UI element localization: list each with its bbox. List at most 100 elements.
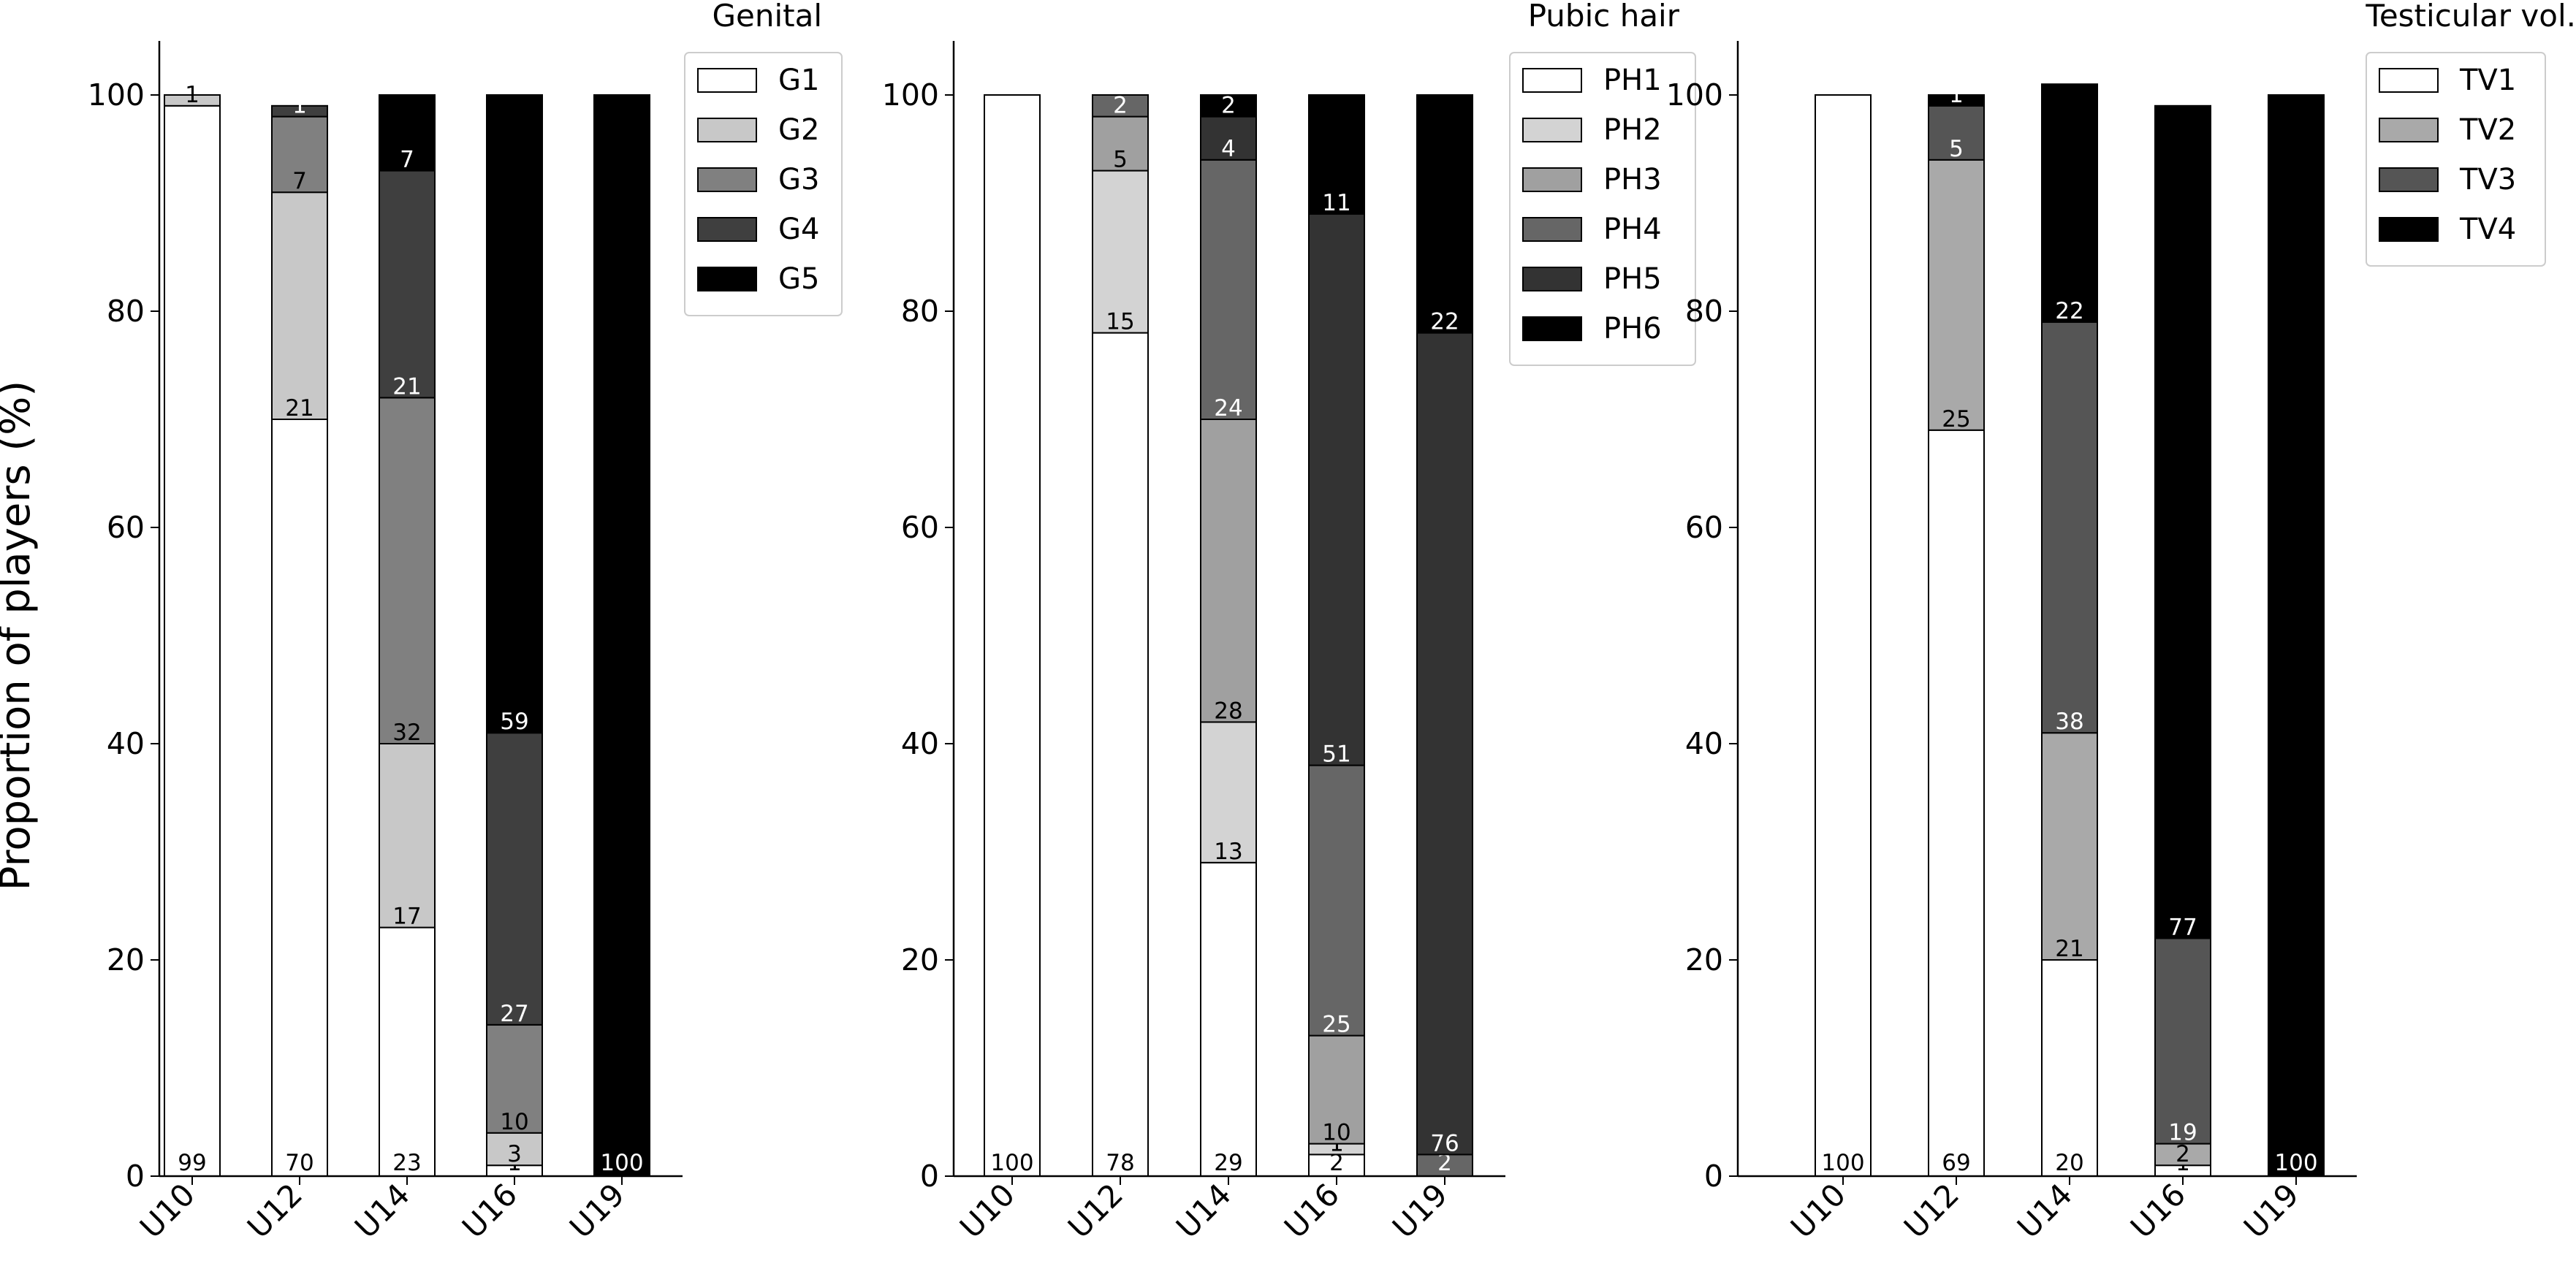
x-tick-label: U12 xyxy=(1061,1176,1130,1245)
data-label: 21 xyxy=(392,373,421,400)
y-tick-label: 40 xyxy=(901,726,939,761)
data-label: 4 xyxy=(1221,136,1236,162)
bar-segment xyxy=(593,94,650,1177)
legend-label: PH6 xyxy=(1603,312,1662,346)
y-tick-label: 40 xyxy=(107,726,145,761)
data-label: 99 xyxy=(178,1150,206,1176)
bar-segment xyxy=(1815,94,1872,1177)
legend-swatch xyxy=(697,217,757,242)
data-label: 100 xyxy=(600,1150,643,1176)
x-tick-label: U16 xyxy=(1277,1176,1346,1245)
bar-segment xyxy=(984,94,1041,1177)
data-label: 100 xyxy=(1821,1150,1864,1176)
x-tick-label: U12 xyxy=(1897,1176,1966,1245)
bar-segment xyxy=(1200,861,1257,1178)
data-label: 21 xyxy=(2055,936,2083,962)
legend-label: TV2 xyxy=(2459,113,2516,147)
data-label: 5 xyxy=(1113,147,1128,173)
legend-label: PH4 xyxy=(1603,213,1662,246)
legend-swatch xyxy=(2379,68,2439,93)
legend-label: TV3 xyxy=(2459,163,2516,197)
y-tick-label: 80 xyxy=(107,294,145,329)
data-label: 7 xyxy=(400,147,414,173)
bar-segment xyxy=(2154,1143,2211,1167)
data-label: 24 xyxy=(1214,395,1242,422)
legend-label: G2 xyxy=(778,113,819,147)
bar-segment xyxy=(1200,721,1257,863)
y-tick-label: 0 xyxy=(1704,1159,1723,1194)
bar-segment xyxy=(2268,94,2325,1177)
data-label: 17 xyxy=(392,904,421,930)
data-label: 77 xyxy=(2168,914,2197,940)
legend-swatch xyxy=(2379,118,2439,142)
bar-segment xyxy=(379,926,436,1177)
data-label: 13 xyxy=(1214,839,1242,865)
data-label: 51 xyxy=(1322,741,1350,768)
x-tick-label: U12 xyxy=(240,1176,309,1245)
data-label: 38 xyxy=(2055,709,2083,735)
data-label: 10 xyxy=(500,1109,528,1135)
legend-swatch xyxy=(1522,68,1582,93)
panel-title: Genital xyxy=(712,0,822,34)
data-label: 25 xyxy=(1942,406,1970,432)
y-tick-label: 100 xyxy=(1666,77,1723,113)
x-tick-label: U14 xyxy=(2010,1176,2079,1245)
bar-segment xyxy=(1200,94,1257,118)
data-label: 27 xyxy=(500,1001,528,1027)
bar-segment xyxy=(2041,959,2098,1177)
legend-swatch xyxy=(2379,167,2439,192)
legend-label: PH5 xyxy=(1603,262,1662,296)
y-tick-label: 0 xyxy=(126,1159,145,1194)
y-tick-label: 20 xyxy=(1685,942,1723,977)
data-label: 21 xyxy=(285,395,314,422)
y-tick-label: 0 xyxy=(920,1159,939,1194)
bar-segment xyxy=(1200,159,1257,421)
data-label: 15 xyxy=(1106,309,1134,335)
y-axis-label: Proportion of players (%) xyxy=(0,381,39,891)
bar-segment xyxy=(164,94,221,107)
bar-segment xyxy=(271,191,328,420)
legend-label: G3 xyxy=(778,163,819,197)
bar-segment xyxy=(486,94,543,734)
legend-swatch xyxy=(1522,316,1582,341)
bar-segment xyxy=(1928,94,1985,107)
panel-title: Testicular vol. xyxy=(2365,0,2576,34)
legend-swatch xyxy=(1522,167,1582,192)
x-tick-label: U10 xyxy=(1784,1176,1853,1245)
y-tick-label: 80 xyxy=(901,294,939,329)
data-label: 32 xyxy=(392,720,421,746)
bar-segment xyxy=(1092,332,1149,1178)
data-label: 76 xyxy=(1430,1130,1459,1156)
bar-segment xyxy=(1308,94,1365,215)
y-tick-label: 60 xyxy=(901,510,939,545)
panel-title: Pubic hair xyxy=(1528,0,1680,34)
legend-label: G5 xyxy=(778,262,819,296)
legend-swatch xyxy=(697,167,757,192)
bar-segment xyxy=(1416,332,1473,1156)
data-label: 1 xyxy=(1949,82,1964,108)
y-tick-label: 20 xyxy=(901,942,939,977)
legend-swatch xyxy=(697,68,757,93)
legend-label: TV1 xyxy=(2459,64,2516,97)
data-label: 1 xyxy=(292,93,307,119)
data-label: 69 xyxy=(1942,1150,1970,1176)
bar-segment xyxy=(1092,169,1149,334)
y-tick-label: 100 xyxy=(88,77,145,113)
data-label: 23 xyxy=(392,1150,421,1176)
data-label: 11 xyxy=(1322,190,1350,216)
legend-label: TV4 xyxy=(2459,213,2516,246)
chart-panel-2: 100U10781552U122913282442U142110255111U1… xyxy=(882,0,1696,1246)
data-label: 3 xyxy=(507,1141,522,1167)
bar-segment xyxy=(1200,419,1257,723)
bar-segment xyxy=(2154,104,2211,939)
chart-panel-3: 100U10692551U1220213822U14121977U16100U1… xyxy=(1666,0,2576,1246)
data-label: 59 xyxy=(500,709,528,735)
x-tick-label: U16 xyxy=(455,1176,524,1245)
legend-swatch xyxy=(1522,267,1582,291)
bar-segment xyxy=(271,419,328,1177)
legend-swatch xyxy=(2379,217,2439,242)
data-label: 2 xyxy=(1113,93,1128,119)
x-tick-label: U16 xyxy=(2124,1176,2192,1245)
y-tick-label: 80 xyxy=(1685,294,1723,329)
